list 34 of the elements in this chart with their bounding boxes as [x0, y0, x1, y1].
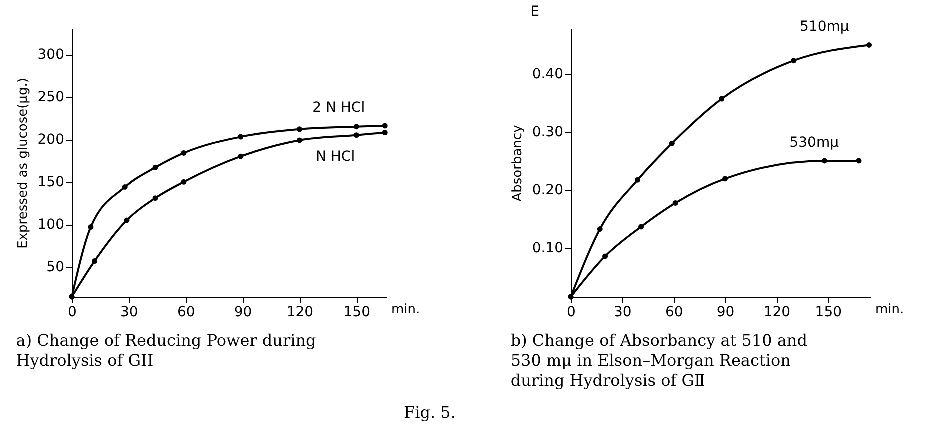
x-axis-title: min.	[392, 302, 420, 318]
y-tick-label: 200	[38, 132, 64, 148]
y-tick-label: 150	[38, 174, 64, 191]
text: E	[530, 4, 540, 20]
y-axis-title: Expressed as glucose(μg.)	[16, 78, 31, 249]
x-axis-title: min.	[876, 302, 904, 318]
x-tick-label: 30	[614, 304, 632, 320]
y-tick-label: 50	[46, 260, 64, 276]
x-tick-label: 60	[665, 304, 684, 320]
y-axis-title: Absorbancy	[510, 124, 526, 202]
x-tick-label: 90	[234, 304, 252, 320]
x-tick-label: 120	[764, 304, 791, 320]
y-tick-label: 0.20	[532, 182, 564, 198]
y-tick-label: 250	[38, 90, 64, 106]
x-tick-label: 30	[120, 304, 138, 320]
x-tick-label: 150	[815, 304, 842, 320]
x-tick-label: 60	[177, 304, 196, 320]
series-label: 510mμ	[800, 19, 850, 36]
x-tick-label: 150	[344, 304, 371, 320]
series-label: 530mμ	[790, 134, 840, 151]
series-label: 2 N HCl	[312, 100, 366, 116]
y-tick-label: 100	[38, 217, 64, 234]
x-tick-label: 0	[68, 304, 77, 320]
x-tick-label: 0	[567, 304, 576, 320]
y-tick-label: 0.30	[532, 124, 564, 141]
y-tick-label: 0.40	[532, 66, 564, 83]
series-label: N HCl	[316, 148, 356, 165]
caption: Fig. 5.	[404, 403, 456, 422]
x-tick-label: 120	[286, 304, 314, 320]
text: b) Change of Absorbancy at 510 and 530 mμ in Elson–Morgan Reaction during Hydrolysis of GⅡ	[510, 331, 808, 390]
y-tick-label: 300	[38, 47, 64, 64]
text: a) Change of Reducing Power during Hydrolysis of GII	[16, 331, 316, 370]
y-tick-label: 0.10	[532, 240, 564, 256]
x-tick-label: 90	[716, 304, 735, 320]
